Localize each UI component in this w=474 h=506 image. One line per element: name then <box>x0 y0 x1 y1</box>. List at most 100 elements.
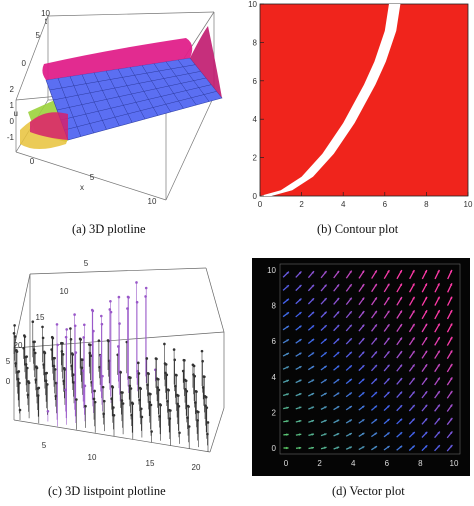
surface-gridline <box>60 84 212 121</box>
data-point <box>187 405 190 408</box>
vector-arrowhead <box>361 297 365 301</box>
vector-arrowhead <box>298 406 302 409</box>
data-point <box>139 387 142 391</box>
x-tick-label: 2 <box>299 200 304 209</box>
data-point <box>203 375 206 379</box>
data-point <box>26 366 29 370</box>
data-point <box>169 409 172 412</box>
x-axis-label: x <box>80 183 84 192</box>
vector-arrowhead <box>412 364 415 367</box>
vector-arrowhead <box>387 418 390 422</box>
vector-arrowhead <box>361 338 365 341</box>
data-point <box>81 358 84 362</box>
vector-arrowhead <box>437 445 440 448</box>
data-point <box>177 404 181 408</box>
data-point <box>13 335 17 338</box>
data-point <box>187 425 191 428</box>
surface-curl-front <box>30 112 68 140</box>
vector-arrowhead <box>286 271 289 275</box>
data-point <box>159 403 162 407</box>
vector-arrowhead <box>412 391 415 394</box>
data-point <box>156 386 159 389</box>
vector-arrowhead <box>298 339 302 342</box>
vector-arrowhead <box>324 311 327 315</box>
vector-arrowhead <box>336 324 340 328</box>
vector-arrowhead <box>424 431 428 435</box>
data-point <box>18 408 22 412</box>
data-point <box>140 415 144 419</box>
vector-arrowhead <box>449 444 453 448</box>
vector-arrowhead <box>324 379 327 382</box>
vector-arrowhead <box>324 419 327 423</box>
vector-arrowhead <box>449 283 453 286</box>
panel-3d-listpoint: 5 10 15 20 5 10 15 20 5 0 <box>0 252 240 472</box>
vector-arrowhead <box>311 298 315 301</box>
data-point <box>69 327 72 330</box>
vector-arrowhead <box>311 379 315 382</box>
vector-arrowhead <box>336 311 340 314</box>
data-point <box>32 348 36 351</box>
vector-arrowhead <box>424 364 428 367</box>
data-point <box>73 324 77 328</box>
vector-arrowhead <box>336 433 340 436</box>
data-point <box>140 407 143 411</box>
data-point <box>55 323 59 326</box>
data-point <box>111 385 115 389</box>
vector-arrowhead <box>298 366 302 369</box>
x-tick-label: 5 <box>90 173 95 182</box>
data-point <box>167 388 170 392</box>
data-point <box>71 353 75 356</box>
vector-arrowhead <box>298 446 302 450</box>
vector-arrowhead <box>311 325 315 328</box>
vector-arrowhead <box>361 351 365 355</box>
data-point <box>33 351 37 355</box>
data-point <box>46 409 50 413</box>
y-tick-label: 20 <box>14 341 23 350</box>
panel-contour-plot: 0 2 4 6 8 10 0 2 4 6 8 10 <box>248 0 474 216</box>
data-point <box>145 357 149 360</box>
u-tick-label: 0 <box>10 117 15 126</box>
vector-arrowhead <box>374 310 377 314</box>
vector-arrowhead <box>387 405 390 408</box>
vector-arrowhead <box>298 419 302 423</box>
vector-arrowhead <box>412 323 415 327</box>
vector-arrowhead <box>361 324 365 328</box>
data-point <box>183 359 186 362</box>
vector-arrowhead <box>286 433 289 436</box>
vector-arrowhead <box>336 379 340 382</box>
data-point <box>157 377 160 381</box>
vector-arrowhead <box>424 377 428 381</box>
u-tick-label: 1 <box>10 101 15 110</box>
vector-arrowhead <box>449 323 453 327</box>
x-tick-label: 5 <box>42 441 47 450</box>
vector-arrowhead <box>298 325 302 328</box>
vector-arrowhead <box>286 393 289 396</box>
data-point <box>150 430 153 433</box>
vector-arrowhead <box>286 339 289 342</box>
vector-arrowhead <box>424 404 428 408</box>
data-point <box>18 381 21 385</box>
vector-arrowhead <box>437 296 440 300</box>
vector-arrowhead <box>298 379 302 382</box>
data-point <box>137 361 140 365</box>
vector-arrowhead <box>437 350 440 354</box>
vector-arrowhead <box>286 298 289 302</box>
data-point <box>91 309 95 313</box>
data-point <box>101 374 104 378</box>
vector-arrowhead <box>399 310 402 314</box>
vector-arrowhead <box>387 324 390 327</box>
vector-arrowhead <box>361 392 365 395</box>
data-point <box>80 366 84 370</box>
vector-arrowhead <box>336 297 340 301</box>
vector-arrowhead <box>374 419 378 422</box>
vector-arrowhead <box>286 366 289 369</box>
data-point <box>36 394 40 397</box>
data-point <box>135 300 139 304</box>
box-edge <box>13 419 211 453</box>
data-point <box>43 351 47 355</box>
y-tick-label: 4 <box>253 115 258 124</box>
y-tick-label: 0 <box>253 192 258 201</box>
vector-arrowhead <box>387 445 390 449</box>
